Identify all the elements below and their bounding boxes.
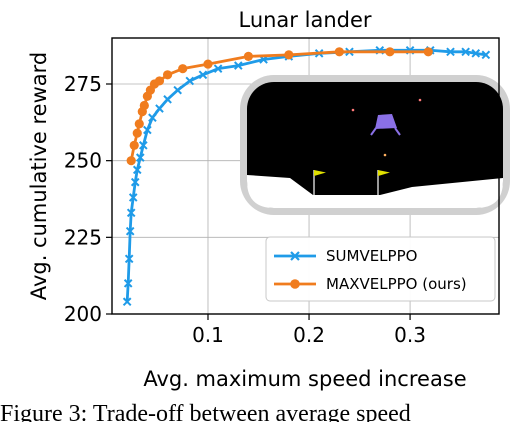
data-point-sumvelppo	[198, 70, 208, 80]
data-point-sumvelppo	[135, 153, 145, 162]
x-axis-title: Avg. maximum speed increase	[143, 367, 466, 391]
plot-frame	[111, 37, 500, 315]
x-tick-label: 0.3	[394, 323, 426, 347]
data-point-sumvelppo	[155, 104, 164, 113]
data-point-sumvelppo	[446, 47, 455, 57]
data-point-sumvelppo	[481, 50, 491, 60]
data-point-maxvelppo	[139, 100, 149, 111]
data-point-sumvelppo	[163, 95, 172, 104]
figure-caption: Figure 3: Trade-off between average spee…	[0, 402, 411, 422]
data-point-maxvelppo	[162, 70, 173, 80]
data-point-sumvelppo	[126, 208, 136, 218]
data-point-maxvelppo	[243, 51, 254, 62]
data-point-maxvelppo	[423, 47, 433, 57]
y-tick-label: 275	[64, 72, 102, 96]
data-point-sumvelppo	[173, 85, 182, 95]
data-point-maxvelppo	[203, 59, 213, 69]
y-tick-label: 225	[64, 225, 102, 249]
data-point-maxvelppo	[284, 50, 294, 60]
data-point-sumvelppo	[132, 165, 142, 175]
data-point-sumvelppo	[471, 49, 481, 58]
data-point-maxvelppo	[154, 76, 165, 86]
x-tick-label: 0.1	[192, 323, 224, 347]
data-point-sumvelppo	[233, 61, 243, 70]
axis-ticks: 0.1 0.2 0.3 200 225 250 275	[64, 72, 426, 347]
data-point-sumvelppo	[139, 141, 148, 150]
series-layer	[122, 45, 491, 307]
data-point-sumvelppo	[128, 193, 138, 202]
inset-game-image	[240, 75, 510, 215]
x-tick-label: 0.2	[293, 323, 325, 347]
data-point-sumvelppo	[125, 226, 135, 236]
series-line-sumvelppo	[125, 48, 487, 302]
data-point-sumvelppo	[148, 113, 157, 123]
data-point-sumvelppo	[461, 47, 470, 57]
legend-label-maxvelppo: MAXVELPPO (ours)	[326, 275, 467, 293]
chart-title: Lunar lander	[238, 8, 371, 32]
data-point-maxvelppo	[334, 47, 344, 57]
data-point-maxvelppo	[126, 156, 136, 166]
legend-label-sumvelppo: SUMVELPPO	[326, 247, 417, 265]
data-point-sumvelppo	[213, 64, 223, 73]
legend-box	[265, 236, 496, 302]
data-point-maxvelppo	[178, 64, 188, 74]
data-point-maxvelppo	[385, 47, 395, 57]
data-point-sumvelppo	[124, 254, 134, 264]
y-tick-label: 200	[64, 302, 102, 326]
data-point-sumvelppo	[123, 279, 133, 288]
data-point-maxvelppo	[132, 128, 142, 138]
legend-marker-sumvelppo	[290, 251, 300, 261]
legend: SUMVELPPO MAXVELPPO (ours)	[265, 236, 496, 302]
data-point-maxvelppo	[134, 119, 144, 129]
legend-marker-maxvelppo	[290, 279, 300, 289]
data-point-maxvelppo	[129, 140, 139, 150]
data-point-sumvelppo	[130, 177, 140, 187]
y-axis-title: Avg. cumulative reward	[27, 52, 51, 300]
chart: 0.1 0.2 0.3 200 225 250 275 Lunar lander Avg. …	[27, 8, 510, 391]
data-point-sumvelppo	[122, 297, 132, 307]
data-point-sumvelppo	[185, 76, 195, 86]
y-tick-label: 250	[64, 149, 102, 173]
data-point-sumvelppo	[143, 125, 152, 135]
